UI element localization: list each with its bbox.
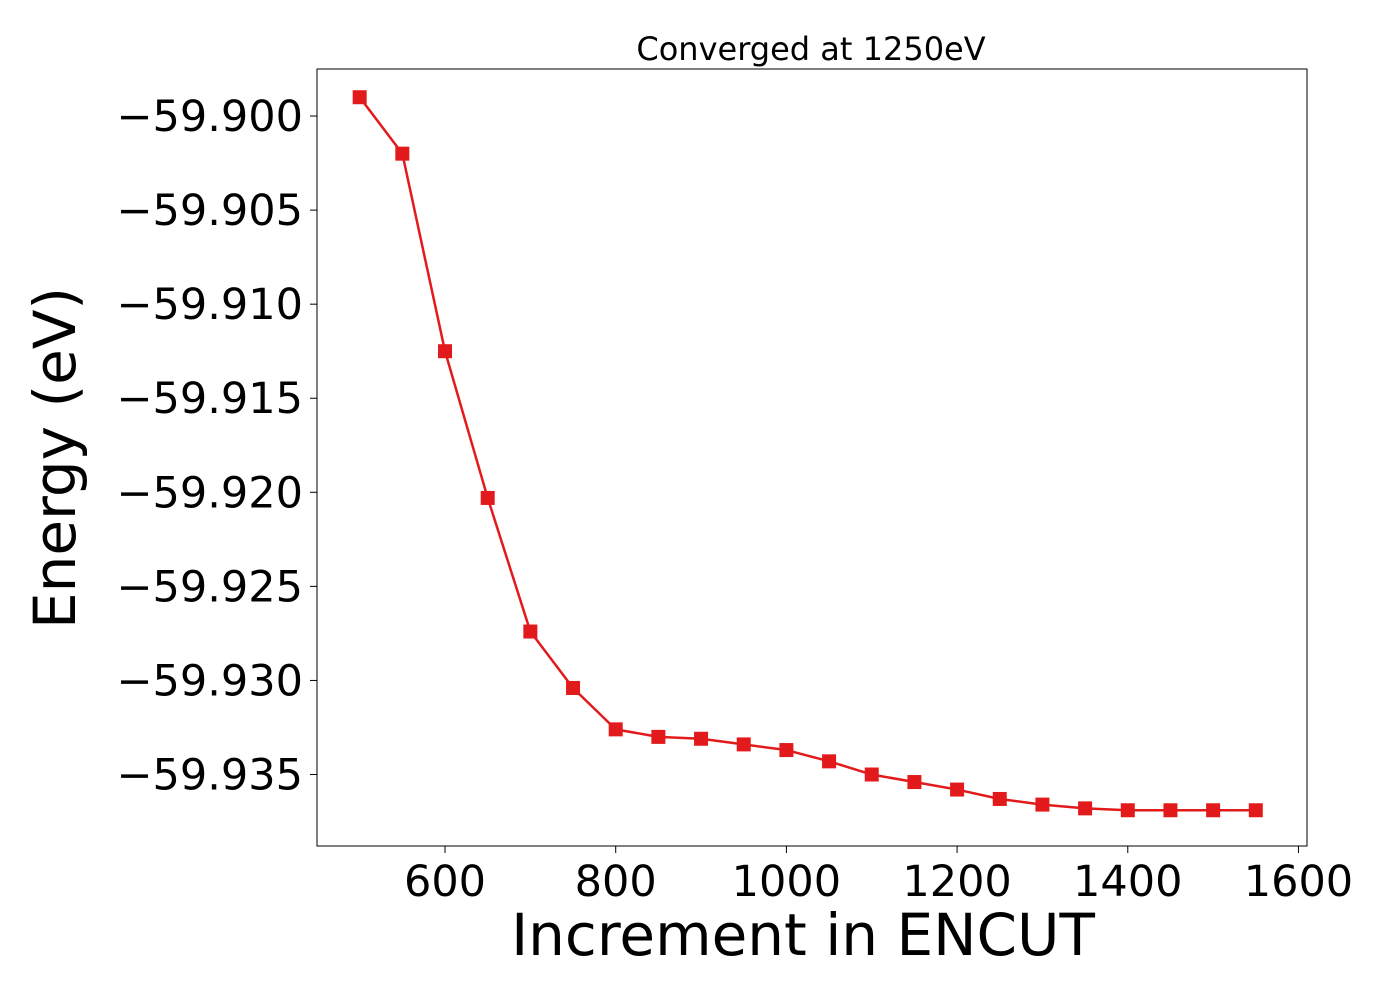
- data-point-marker: [694, 731, 709, 746]
- x-tick-label: 1000: [732, 857, 841, 907]
- data-point-marker: [651, 729, 666, 744]
- x-axis-label: Increment in ENCUT: [511, 901, 1095, 969]
- x-tick-label: 800: [575, 857, 657, 907]
- data-point-marker: [736, 737, 751, 752]
- y-tick-label: −59.935: [117, 751, 304, 801]
- y-tick-label: −59.920: [117, 468, 304, 518]
- x-tick-label: 1400: [1073, 857, 1182, 907]
- data-point-marker: [480, 490, 495, 505]
- y-tick-label: −59.925: [117, 562, 304, 612]
- data-point-marker: [1163, 803, 1178, 818]
- data-point-marker: [950, 782, 965, 797]
- x-tick-label: 1600: [1244, 857, 1353, 907]
- plot-area: [352, 90, 1263, 818]
- data-point-marker: [822, 754, 837, 769]
- y-tick-label: −59.915: [117, 374, 304, 424]
- data-point-marker: [566, 680, 581, 695]
- data-point-marker: [864, 767, 879, 782]
- y-tick-label: −59.900: [117, 92, 304, 142]
- data-point-marker: [395, 146, 410, 161]
- data-point-marker: [438, 344, 453, 359]
- y-tick-label: −59.930: [117, 656, 304, 706]
- data-point-marker: [907, 775, 922, 790]
- y-tick-label: −59.905: [117, 186, 304, 236]
- data-point-marker: [1206, 803, 1221, 818]
- y-axis-ticks: −59.900 −59.905 −59.910 −59.915 −59.920 −59.9…: [117, 92, 317, 801]
- x-axis-ticks: 600 800 1000 1200 1400 1600: [404, 846, 1353, 907]
- data-point-marker: [352, 90, 367, 105]
- data-point-marker: [523, 624, 538, 639]
- y-tick-label: −59.910: [117, 280, 304, 330]
- chart-title: Converged at 1250eV: [636, 30, 985, 68]
- data-point-marker: [1120, 803, 1135, 818]
- data-point-marker: [992, 791, 1007, 806]
- data-point-marker: [779, 743, 794, 758]
- plot-frame: [316, 68, 1308, 847]
- series-line: [358, 96, 1256, 812]
- x-tick-label: 600: [404, 857, 486, 907]
- x-tick-label: 1200: [902, 857, 1011, 907]
- y-axis-label: Energy (eV): [21, 287, 89, 629]
- data-point-marker: [1078, 801, 1093, 816]
- data-point-marker: [608, 722, 623, 737]
- data-point-marker: [1035, 797, 1050, 812]
- data-point-marker: [1248, 803, 1263, 818]
